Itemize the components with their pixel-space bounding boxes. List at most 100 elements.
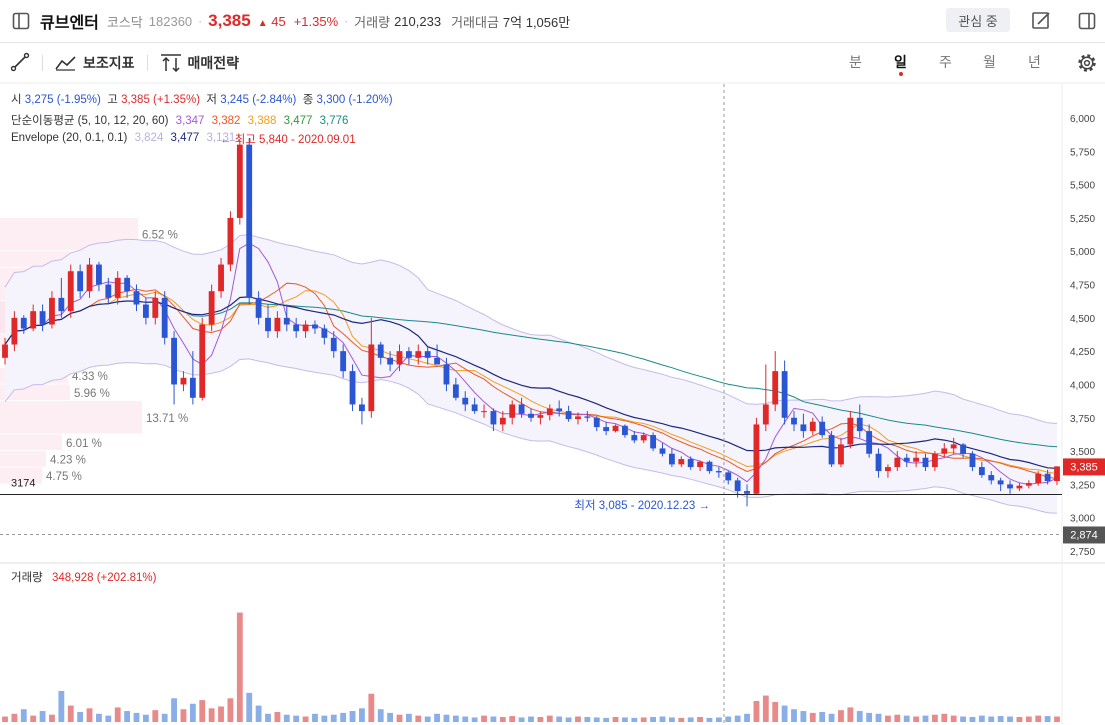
candle [218,257,224,298]
volume-bar [997,716,1004,722]
close-value: 3,300 (-1.20%) [316,94,393,106]
candle [791,411,797,432]
candle-body [142,304,149,318]
candle [668,448,675,468]
high-value: 3,385 (+1.35%) [121,94,201,106]
candle [20,315,27,334]
volume-bar [152,710,159,722]
volume-bar [77,711,84,722]
volume-bar [791,709,797,722]
volume-bar [368,693,375,722]
candle [293,317,300,338]
period-tab-month[interactable]: 월 [983,54,996,70]
candle [828,431,835,468]
settings-gear-icon[interactable] [1076,52,1098,79]
candle-body [415,351,422,358]
ma-legend[interactable]: 단순이동평균 (5, 10, 12, 20, 60) 3,347 3,382 3… [11,112,348,128]
volume-label: 거래량 [354,14,391,30]
volume-bar [922,715,929,722]
candle [819,416,826,438]
candle-body [885,467,891,472]
candle-body [791,417,797,425]
price-change: ▲ 45 [258,14,286,29]
indicator-button[interactable]: 보조지표 [55,53,135,73]
price-change-pct: +1.35% [293,13,339,29]
period-tab-year[interactable]: 년 [1028,54,1041,70]
volume-bar [809,712,816,722]
candle-body [2,344,8,358]
volume-bar [359,708,365,722]
candle-body [809,421,816,432]
candle-body [603,427,610,432]
candle [772,351,779,412]
candle-body [744,491,750,494]
candle [509,400,516,425]
amount-label: 거래대금 [451,14,499,30]
volume-bar [931,714,938,722]
candle-body [1025,483,1032,486]
volume-bars [2,612,1060,722]
volume-bar [208,708,215,722]
candle [96,261,102,292]
volume-bar [556,716,563,722]
watchlist-button[interactable]: 관심 중 [946,8,1010,32]
candle-body [359,404,365,412]
candle [58,277,65,318]
volume-bar [800,711,807,722]
candle-body [208,291,215,325]
candle [575,412,581,425]
candle-body [499,417,506,425]
candle-body [725,472,732,481]
candle-body [1035,473,1042,484]
candle-body [631,435,638,441]
volume-bar [499,716,506,722]
strategy-button[interactable]: 매매전략 [160,53,239,73]
candle [518,397,525,418]
candle [697,460,703,472]
candle-body [969,453,976,468]
period-tab-day[interactable]: 일 [894,54,907,70]
candle-body [462,397,469,405]
candle [161,291,168,345]
volume-bar [1016,716,1023,722]
candle [424,347,431,365]
volume-bar [584,716,591,722]
profile-label: 5.96 % [74,388,110,400]
candle-body [481,411,487,413]
volume-bar [885,715,891,722]
volume-bar [199,700,206,722]
volume-bar [481,715,487,722]
volume-bar [960,716,966,722]
volume-legend-value: 348,928 (+202.81%) [51,572,157,584]
candle [330,331,337,358]
volume-bar [265,713,271,722]
volume-bar [377,709,384,722]
volume-bar [462,716,469,722]
price-change-value: 45 [271,13,286,29]
edit-icon[interactable] [1030,10,1052,32]
candle-body [293,324,300,332]
candle [265,304,271,338]
candle [894,451,901,472]
candle-body [218,264,224,292]
envelope-legend[interactable]: Envelope (20, 0.1, 0.1) 3,824 3,477 3,13… [11,132,235,144]
draw-line-icon[interactable] [10,52,30,75]
up-triangle-icon: ▲ [257,17,268,29]
period-tab-minute[interactable]: 분 [849,54,862,70]
panel-toggle-icon[interactable] [1076,10,1098,32]
period-tab-week[interactable]: 주 [939,54,952,70]
candle-body [715,471,722,473]
candle-body [236,144,243,218]
candle [396,344,403,372]
candle-body [565,411,572,420]
price-line-label: 3174 [11,478,35,490]
envelope-mid-line [4,296,1058,469]
price-tick-label: 3,500 [1070,447,1095,458]
candle-body [86,264,93,292]
candle [387,351,394,372]
candle [988,471,995,485]
sidebar-toggle-icon[interactable] [10,10,32,32]
candle-body [20,317,27,329]
volume-bar [349,711,356,722]
